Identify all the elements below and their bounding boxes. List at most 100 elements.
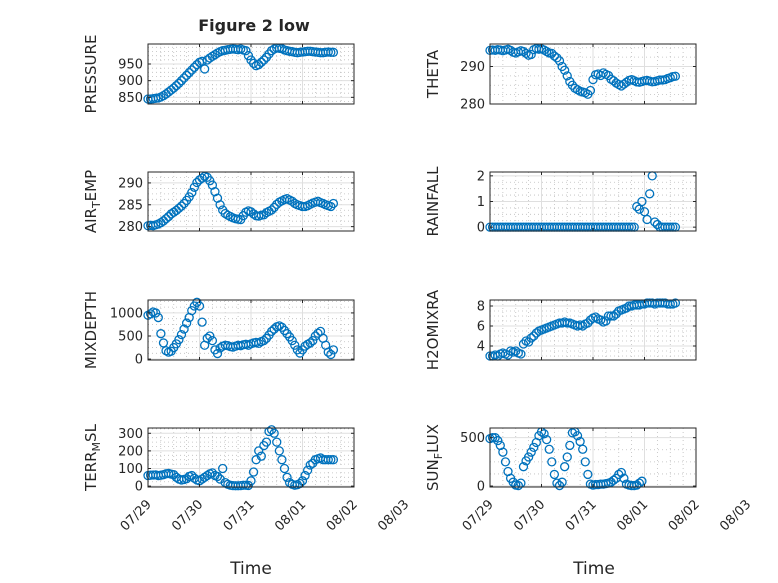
x-axis-label-left: Time (229, 559, 272, 579)
y-tick-label: 500 (460, 431, 485, 446)
data-point (241, 46, 251, 56)
data-point (542, 434, 552, 445)
data-point (529, 331, 539, 341)
data-point (179, 73, 189, 83)
panel-rainfall: 0 1 2 RAINFALL (424, 166, 697, 236)
data-point (181, 70, 192, 80)
y-axis-label: THETA (424, 49, 442, 99)
data-point (645, 189, 655, 199)
y-tick-label: 280 (118, 220, 143, 235)
data-point (179, 324, 189, 334)
data-point (254, 60, 264, 70)
data-point (547, 457, 557, 467)
y-tick-label: 0 (477, 480, 485, 495)
data-point (326, 47, 336, 57)
data-point (199, 64, 210, 74)
panel-mixdepth: 0 500 1000 MIXDEPTH (82, 291, 355, 369)
data-point (549, 51, 560, 61)
panel-air-temp: 280 285 290 AIRTEMP (82, 170, 355, 235)
data-point (215, 200, 225, 210)
data-point (259, 55, 269, 65)
data-point (601, 316, 611, 326)
y-tick-label: 280 (460, 98, 485, 113)
data-point (557, 477, 567, 487)
data-point (608, 475, 619, 485)
y-tick-label: 290 (460, 60, 485, 75)
x-axis-label-right: Time (572, 559, 615, 579)
data-point (560, 65, 570, 75)
data-point (212, 348, 223, 359)
data-point (282, 472, 292, 482)
data-point (145, 309, 156, 319)
data-point (187, 187, 197, 198)
data-point (279, 463, 290, 474)
data-point (606, 311, 616, 321)
y-tick-label: 1 (477, 195, 485, 210)
data-point (328, 345, 339, 355)
data-point (621, 303, 632, 313)
y-axis-label: H2OMIXRA (424, 289, 442, 370)
y-axis-label: AIRTEMP (82, 170, 103, 233)
data-point (274, 446, 284, 456)
data-point (526, 447, 536, 457)
data-point (207, 335, 218, 346)
figure-title: Figure 2 low (198, 16, 310, 35)
y-tick-label: 285 (118, 198, 143, 213)
data-point (616, 467, 626, 478)
data-point (243, 480, 254, 491)
data-point (487, 433, 498, 443)
data-point (323, 347, 333, 357)
data-point (632, 201, 642, 212)
data-point (308, 335, 318, 346)
data-point (256, 451, 266, 461)
data-point (328, 455, 339, 465)
data-point (302, 465, 313, 475)
data-point (287, 335, 297, 346)
data-point (176, 329, 187, 340)
data-point (554, 56, 565, 66)
data-point (176, 76, 187, 86)
data-point (588, 74, 598, 85)
data-point (254, 446, 264, 456)
y-tick-label: 300 (118, 427, 143, 442)
data-point (493, 435, 503, 446)
y-tick-label: 850 (118, 91, 143, 106)
data-point (670, 298, 681, 308)
data-point (523, 452, 534, 462)
data-point (171, 81, 181, 91)
data-point (578, 444, 588, 454)
data-point (174, 78, 184, 88)
data-point (650, 217, 660, 227)
data-point (578, 321, 588, 331)
data-point (151, 308, 161, 318)
data-point (218, 463, 228, 474)
data-point (266, 205, 277, 215)
y-tick-label: 4 (477, 340, 485, 355)
data-point (560, 462, 570, 472)
data-point (521, 48, 531, 59)
y-tick-label: 6 (477, 320, 485, 335)
data-point (562, 71, 572, 81)
y-tick-label: 100 (118, 462, 143, 477)
data-point (313, 328, 323, 338)
data-point (261, 437, 272, 447)
data-point (608, 311, 619, 321)
data-point (529, 442, 539, 452)
y-axis-label: PRESSURE (82, 35, 100, 114)
data-point (590, 312, 601, 322)
data-point (670, 71, 681, 81)
data-point (256, 57, 266, 67)
data-point (153, 312, 163, 323)
data-point (266, 326, 277, 337)
data-point (328, 47, 339, 57)
data-point (189, 62, 200, 72)
data-point (184, 68, 194, 78)
y-axis-label: MIXDEPTH (82, 291, 100, 369)
data-point (259, 335, 269, 346)
data-point (513, 480, 523, 491)
data-point (176, 201, 187, 211)
y-tick-label: 500 (118, 330, 143, 345)
y-tick-label: 1000 (110, 306, 143, 321)
